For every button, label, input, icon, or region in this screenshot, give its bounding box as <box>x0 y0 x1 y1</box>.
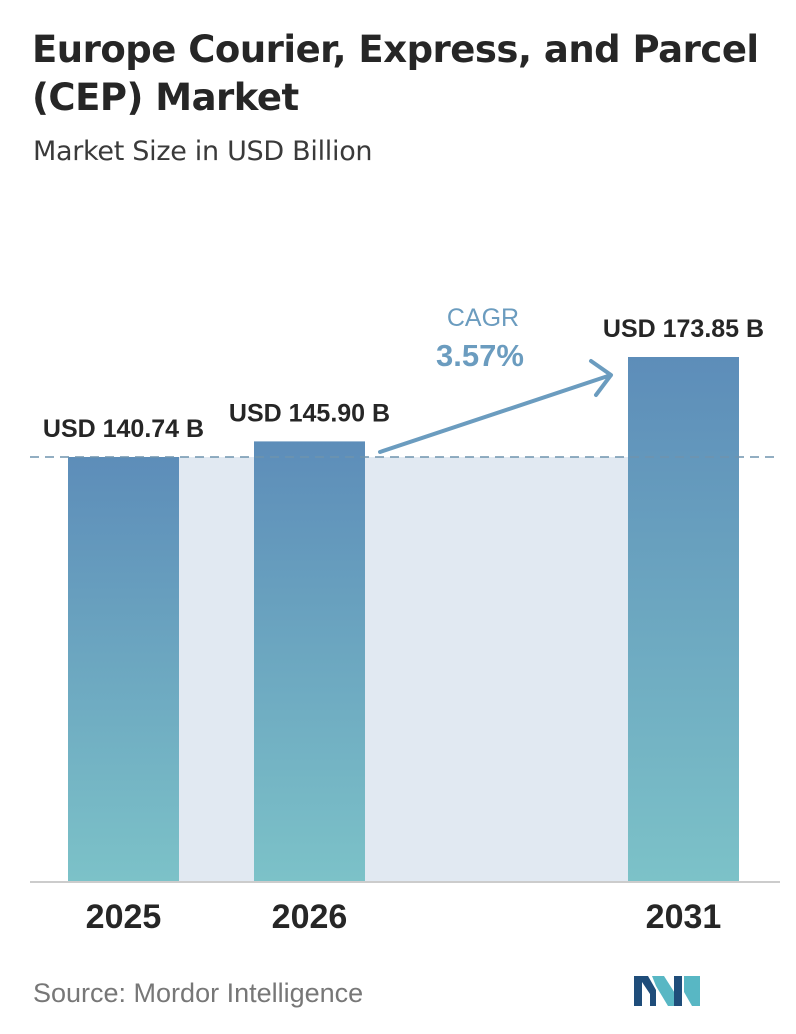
growth-band <box>179 456 254 882</box>
cagr-value: 3.57% <box>436 338 524 373</box>
value-label-2025: USD 140.74 B <box>43 415 204 443</box>
x-tick-label-2025: 2025 <box>86 898 162 936</box>
growth-band <box>365 456 628 882</box>
chart-subtitle: Market Size in USD Billion <box>33 136 373 167</box>
mordor-intelligence-logo-icon <box>634 976 700 1006</box>
value-label-2026: USD 145.90 B <box>229 399 390 427</box>
x-tick-label-2026: 2026 <box>272 898 348 936</box>
bar-2031 <box>628 357 739 882</box>
value-label-2031: USD 173.85 B <box>603 315 764 343</box>
source-credit: Source: Mordor Intelligence <box>33 978 364 1008</box>
cagr-arrow <box>378 359 613 454</box>
chart-title: Europe Courier, Express, and Parcel (CEP… <box>32 28 759 119</box>
bar-2025 <box>68 456 179 882</box>
cagr-label: CAGR <box>447 304 519 332</box>
x-tick-label-2031: 2031 <box>646 898 722 936</box>
bar-2026 <box>254 441 365 882</box>
bar-chart: USD 140.74 B 2025 USD 145.90 B 2026 USD 173.… <box>30 304 780 936</box>
